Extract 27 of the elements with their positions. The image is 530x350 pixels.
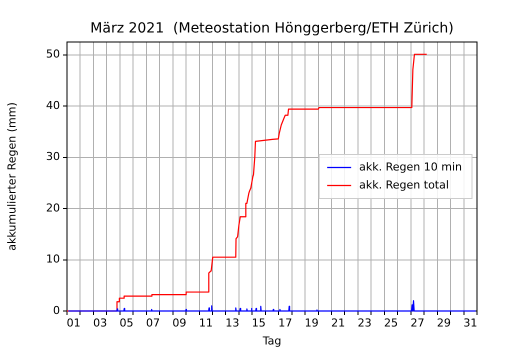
y-tick-label: 10: [46, 252, 60, 266]
y-tick-label: 40: [46, 98, 60, 112]
x-tick-label: 31: [463, 316, 478, 330]
x-tick-label: 25: [384, 316, 398, 330]
y-tick-label: 0: [53, 304, 60, 317]
x-tick-label: 23: [358, 316, 372, 330]
x-tick-label: 11: [198, 316, 213, 330]
x-tick-label: 07: [146, 316, 160, 330]
x-axis-title: Tag: [262, 334, 282, 348]
y-tick-label: 50: [46, 48, 60, 61]
x-tick-label: 13: [225, 316, 240, 330]
x-tick-label: 17: [278, 316, 292, 330]
x-tick-label: 05: [120, 316, 134, 330]
x-tick-label: 15: [252, 316, 266, 330]
legend-label: akk. Regen total: [359, 178, 449, 192]
y-tick-label: 30: [46, 150, 60, 164]
chart-title: März 2021 (Meteostation Hönggerberg/ETH Zürich): [90, 20, 454, 37]
x-tick-label: 09: [172, 316, 186, 330]
y-axis-title: akkumulierter Regen (mm): [5, 102, 18, 251]
x-tick-label: 21: [331, 316, 346, 330]
x-tick-label: 27: [410, 316, 424, 330]
x-tick-label: 01: [66, 316, 81, 330]
legend-label: akk. Regen 10 min: [359, 160, 462, 174]
y-tick-label: 20: [46, 201, 60, 214]
x-tick-label: 03: [93, 316, 108, 330]
x-tick-label: 19: [304, 316, 319, 330]
x-tick-label: 29: [436, 316, 451, 330]
